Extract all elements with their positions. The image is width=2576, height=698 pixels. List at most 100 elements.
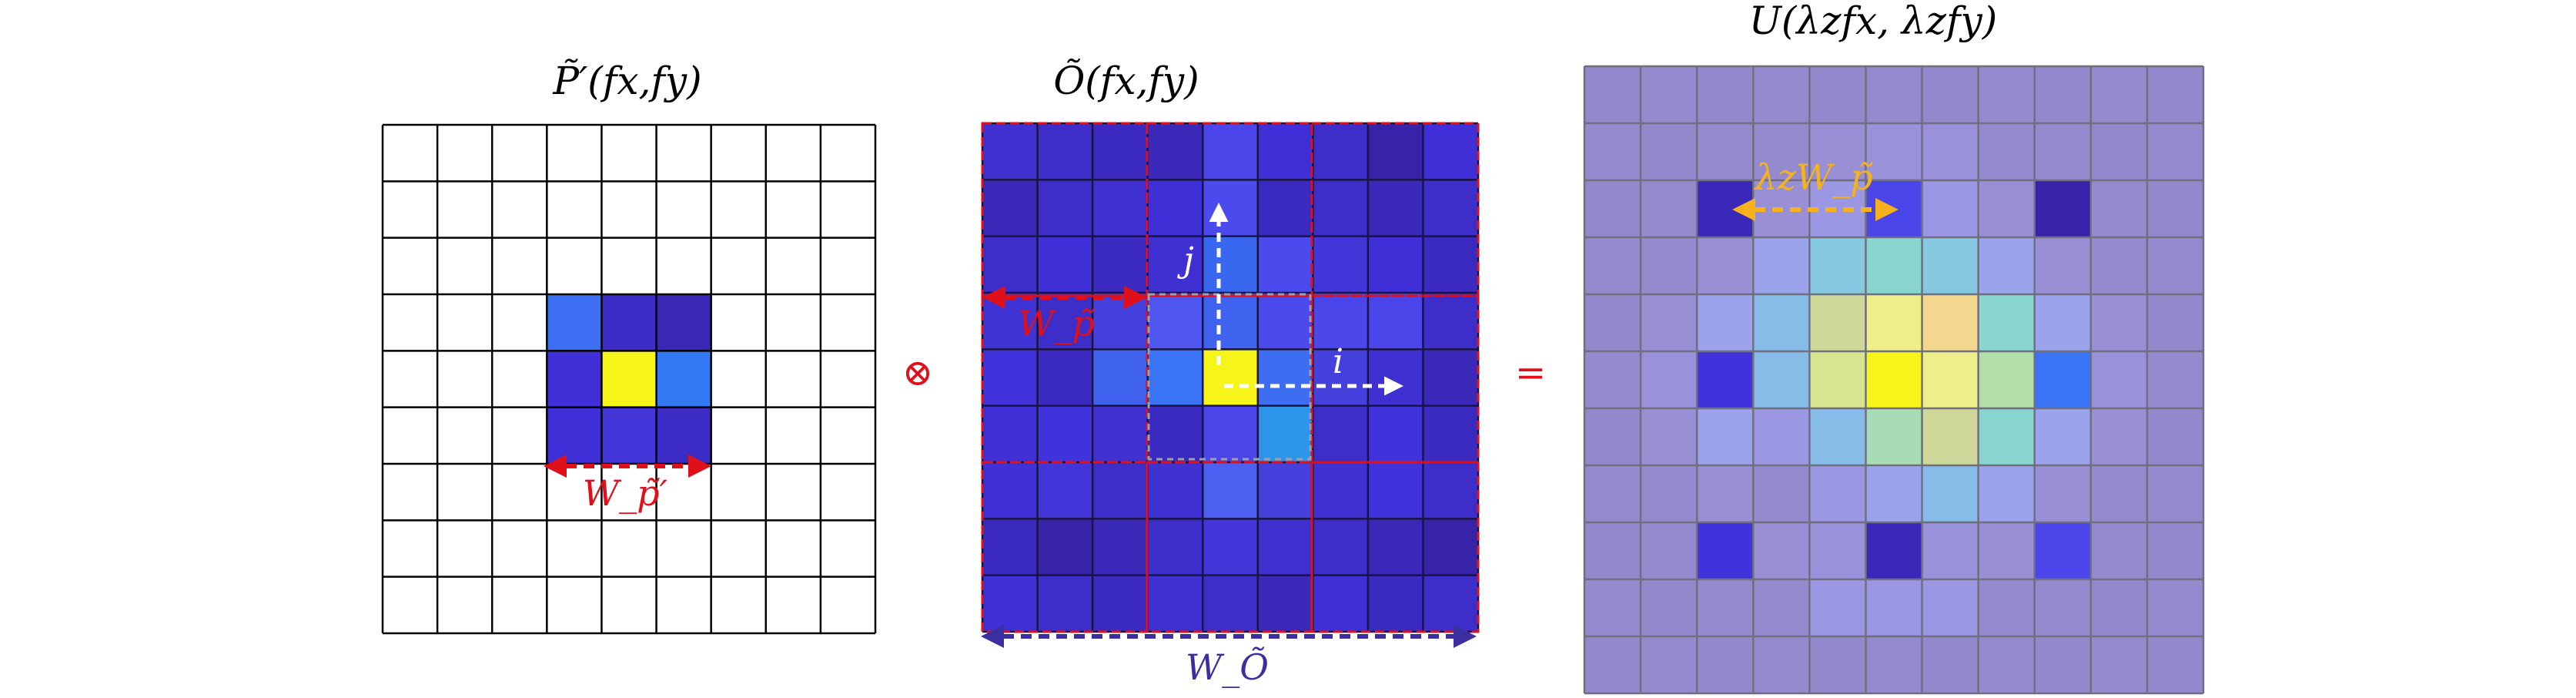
- result-grid: [1583, 65, 2205, 695]
- result-cell: [2034, 636, 2091, 693]
- result-cell: [1641, 237, 1698, 294]
- object-cell: [1423, 462, 1478, 519]
- result-cell: [1865, 636, 1922, 693]
- object-cell: [1037, 349, 1093, 406]
- object-cell: [1313, 405, 1368, 462]
- object-cell: [1367, 180, 1423, 237]
- object-cell: [1423, 180, 1478, 237]
- result-cell: [2090, 522, 2147, 579]
- result-cell: [1922, 237, 1979, 294]
- object-cell: [982, 349, 1038, 406]
- result-cell: [2034, 579, 2091, 636]
- result-cell: [1978, 408, 2035, 465]
- result-cell: [2146, 294, 2203, 351]
- object-cell: [1147, 518, 1203, 576]
- result-cell: [1584, 636, 1641, 693]
- pupil-cell: [547, 294, 602, 351]
- object-cell: [1313, 236, 1368, 293]
- result-cell: [1753, 294, 1810, 351]
- result-cell: [2146, 636, 2203, 693]
- object-cell: [1257, 293, 1313, 350]
- object-cell: [1423, 293, 1478, 350]
- object-cell: [1037, 518, 1093, 576]
- object-cell: [1367, 405, 1423, 462]
- result-cell: [2090, 636, 2147, 693]
- result-cell: [2034, 351, 2091, 408]
- object-cell: [1423, 575, 1478, 632]
- result-cell: [1809, 123, 1866, 180]
- result-cell: [2090, 351, 2147, 408]
- result-cell: [1978, 465, 2035, 522]
- result-cell: [1922, 636, 1979, 693]
- result-cell: [1697, 408, 1754, 465]
- result-cell: [1809, 636, 1866, 693]
- object-cell: [1037, 462, 1093, 519]
- result-cell: [1978, 636, 2035, 693]
- result-cell: [1922, 522, 1979, 579]
- result-cell: [2090, 123, 2147, 180]
- result-cell: [1922, 66, 1979, 123]
- object-cell: [1037, 575, 1093, 632]
- result-cell: [1697, 294, 1754, 351]
- result-cell: [2146, 579, 2203, 636]
- result-cell: [1584, 522, 1641, 579]
- result-cell: [1584, 294, 1641, 351]
- result-cell: [1922, 123, 1979, 180]
- object-cell: [1367, 575, 1423, 632]
- object-cell: [982, 575, 1038, 632]
- object-cell: [982, 180, 1038, 237]
- object-cell: [1092, 575, 1148, 632]
- object-cell: [1257, 518, 1313, 576]
- result-cell: [1978, 237, 2035, 294]
- result-cell: [1697, 522, 1754, 579]
- result-cell: [1753, 66, 1810, 123]
- result-cell: [1753, 351, 1810, 408]
- result-cell: [1809, 522, 1866, 579]
- object-cell: [1203, 575, 1258, 632]
- result-cell: [1584, 180, 1641, 237]
- pupil-cell: [547, 407, 602, 464]
- object-cell: [1203, 180, 1258, 237]
- result-cell: [1753, 123, 1810, 180]
- result-cells: [1584, 66, 2203, 693]
- result-cell: [1978, 123, 2035, 180]
- pupil-cell: [656, 294, 711, 351]
- index-i-label: i: [1333, 342, 1343, 381]
- result-cell: [1922, 408, 1979, 465]
- result-cell: [1641, 522, 1698, 579]
- result-cell: [1865, 351, 1922, 408]
- object-cell: [1037, 236, 1093, 293]
- result-cell: [1753, 465, 1810, 522]
- object-cell: [1147, 405, 1203, 462]
- object-cell: [1367, 293, 1423, 350]
- result-cell: [2090, 465, 2147, 522]
- result-panel: U(λzfx, λzfy) λzW_p̃: [1583, 0, 2205, 695]
- object-cell: [1203, 123, 1258, 180]
- result-cell: [2034, 294, 2091, 351]
- object-cell: [1257, 405, 1313, 462]
- result-cell: [1697, 465, 1754, 522]
- pupil-active-cells: [547, 294, 711, 464]
- object-cell: [1313, 575, 1368, 632]
- object-cell: [1257, 123, 1313, 180]
- result-cell: [1922, 180, 1979, 237]
- pupil-cell: [601, 407, 657, 464]
- result-cell: [2090, 180, 2147, 237]
- object-cell: [1257, 575, 1313, 632]
- object-cell: [1092, 405, 1148, 462]
- object-cell: [1203, 293, 1258, 350]
- result-cell: [1978, 66, 2035, 123]
- result-cell: [1584, 237, 1641, 294]
- result-cell: [1809, 351, 1866, 408]
- pupil-cell: [601, 294, 657, 351]
- result-cell: [1922, 465, 1979, 522]
- result-cell: [1697, 636, 1754, 693]
- result-spacing-label: λzW_p̃: [1753, 156, 1873, 198]
- result-cell: [2146, 522, 2203, 579]
- pupil-cell: [601, 351, 657, 408]
- equals-operator: =: [1515, 351, 1546, 394]
- result-cell: [1753, 636, 1810, 693]
- result-cell: [1865, 579, 1922, 636]
- result-cell: [1641, 351, 1698, 408]
